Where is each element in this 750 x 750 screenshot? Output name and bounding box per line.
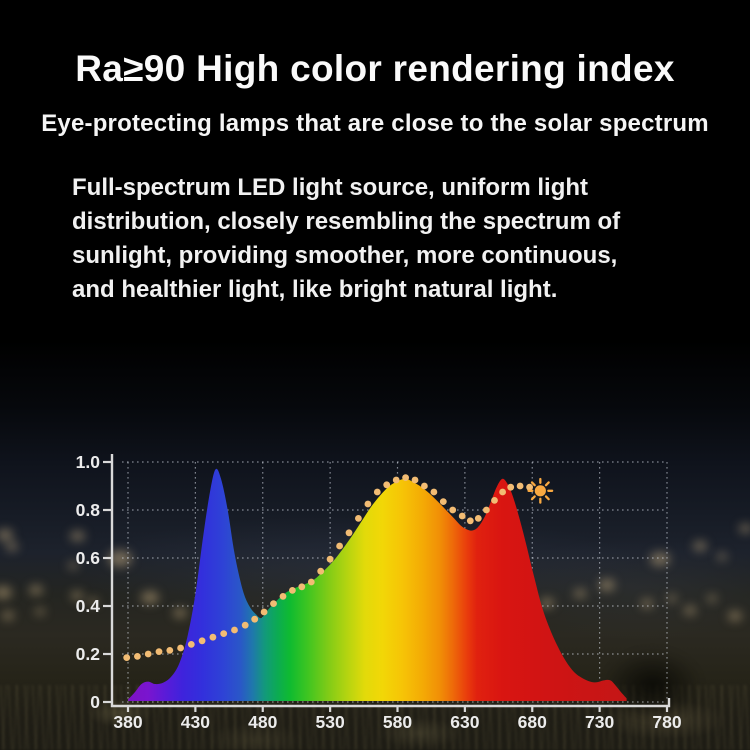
bokeh-light <box>173 608 187 619</box>
bokeh-light <box>540 598 554 609</box>
y-tick-label: 0.4 <box>76 596 101 616</box>
description-paragraph: Full-spectrum LED light source, uniform … <box>72 171 702 307</box>
bokeh-light <box>71 591 83 600</box>
x-axis-labels: 380 430 480 530 580 630 680 730 780 <box>113 712 681 732</box>
description-line: and healthier light, like bright natural… <box>72 276 558 303</box>
x-tick-label: 530 <box>316 712 345 732</box>
led-spectrum-area <box>128 468 627 701</box>
description-line: Full-spectrum LED light source, uniform … <box>72 174 589 201</box>
axes <box>103 454 671 712</box>
bokeh-light <box>68 562 78 570</box>
y-axis-labels: 0 0.2 0.4 0.6 0.8 1.0 <box>76 452 101 712</box>
y-tick-label: 0.8 <box>76 500 101 520</box>
solar-reference-dots <box>123 474 533 661</box>
x-tick-label: 580 <box>383 712 412 732</box>
page-subtitle: Eye-protecting lamps that are close to t… <box>41 110 709 137</box>
bokeh-light <box>574 589 586 598</box>
bokeh-light <box>684 606 696 615</box>
bokeh-light <box>728 611 742 622</box>
page-title: Ra≥90 High color rendering index <box>75 48 675 89</box>
bokeh-light <box>2 611 14 620</box>
bokeh-light <box>693 541 707 552</box>
x-tick-label: 430 <box>181 712 210 732</box>
bokeh-light <box>667 595 677 603</box>
sun-icon <box>527 477 554 504</box>
spectrum-area <box>128 468 627 701</box>
x-tick-label: 730 <box>585 712 614 732</box>
x-tick-label: 480 <box>248 712 277 732</box>
bokeh-light <box>707 595 717 603</box>
y-tick-label: 0.6 <box>76 548 101 568</box>
bokeh-light <box>599 579 615 591</box>
bokeh-light <box>0 586 12 599</box>
bokeh-light <box>717 553 727 561</box>
bokeh-light <box>641 599 653 608</box>
bokeh-light <box>0 529 13 541</box>
description-line: sunlight, providing smoother, more conti… <box>72 242 618 269</box>
bokeh-light <box>88 598 98 606</box>
y-tick-label: 0 <box>90 692 100 712</box>
y-tick-label: 1.0 <box>76 452 101 472</box>
x-tick-label: 380 <box>113 712 142 732</box>
bokeh-light <box>35 608 45 616</box>
y-tick-label: 0.2 <box>76 644 101 664</box>
x-tick-label: 630 <box>450 712 479 732</box>
bokeh-light <box>6 542 18 551</box>
bokeh-light <box>141 591 159 604</box>
x-tick-label: 780 <box>652 712 681 732</box>
x-tick-label: 680 <box>518 712 547 732</box>
bokeh-light <box>29 585 43 596</box>
description-line: distribution, closely resembling the spe… <box>72 208 621 235</box>
bokeh-light <box>650 552 670 567</box>
bokeh-light <box>738 523 750 533</box>
bokeh-light <box>108 550 132 568</box>
bokeh-light <box>69 530 85 542</box>
